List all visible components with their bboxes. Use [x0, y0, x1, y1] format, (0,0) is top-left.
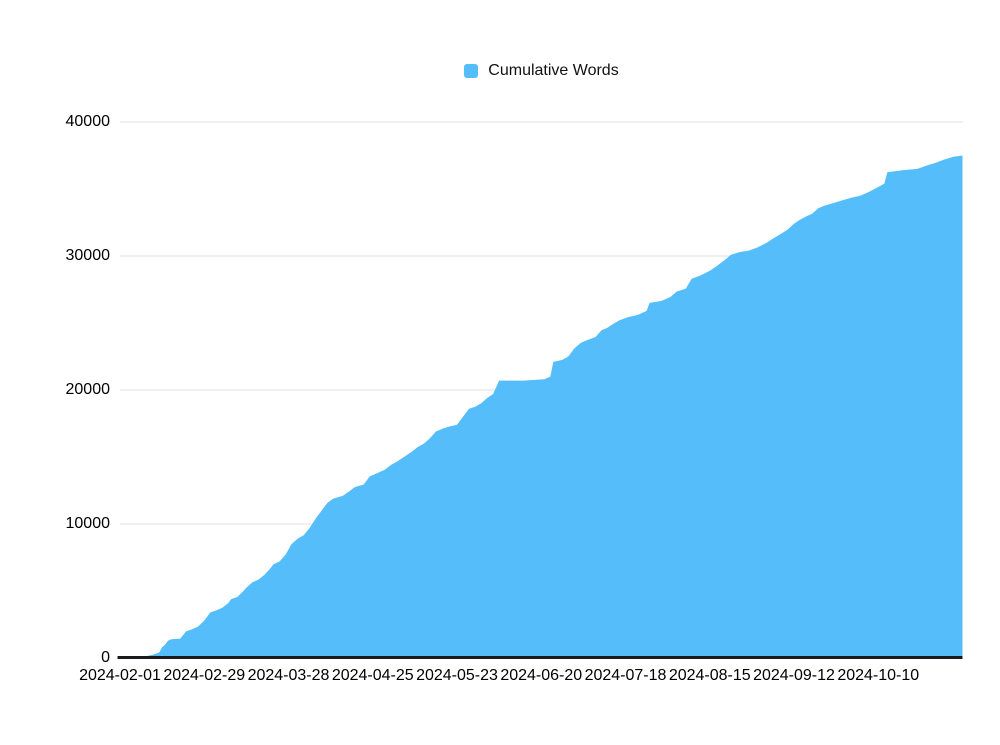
legend: Cumulative Words [120, 63, 963, 79]
legend-label: Cumulative Words [488, 62, 619, 79]
legend-swatch [464, 64, 479, 78]
cumulative-words-area [120, 155, 963, 658]
